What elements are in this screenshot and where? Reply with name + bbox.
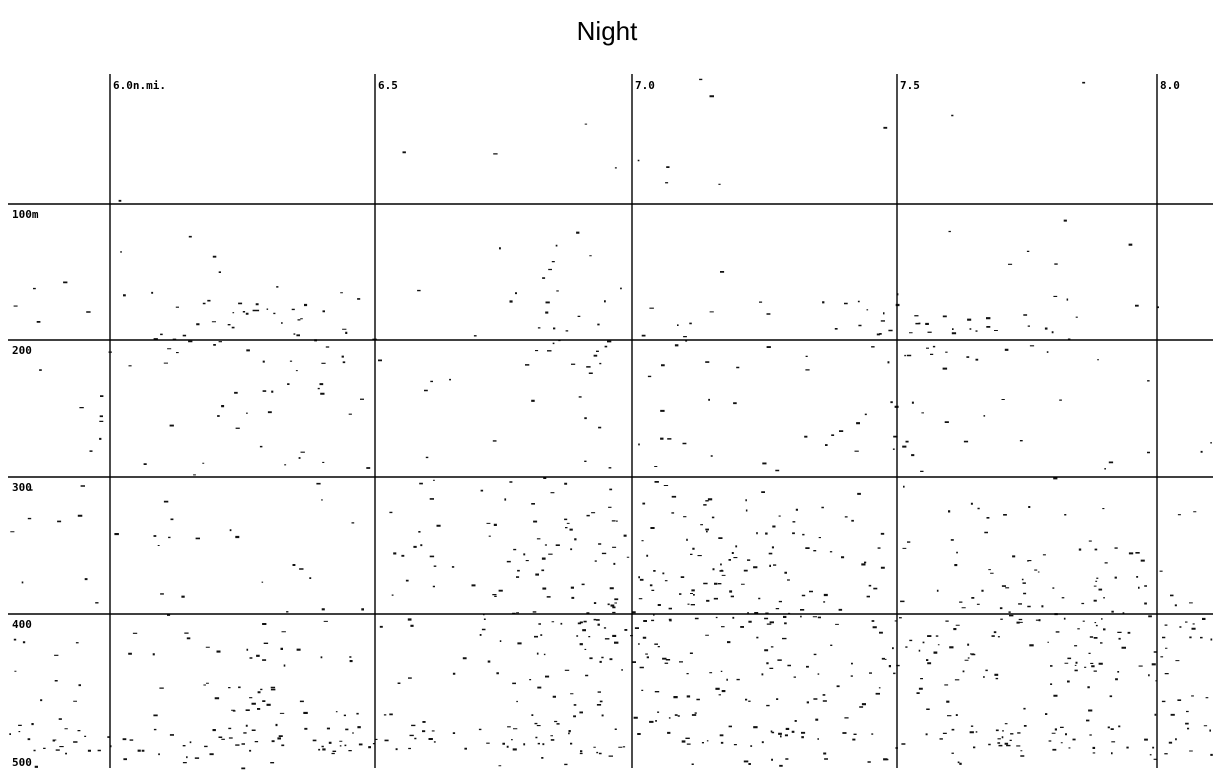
depth-label: 100m [12,208,39,221]
depth-label: 400 [12,618,32,631]
title: Night [577,16,638,46]
distance-label: 7.5 [900,79,920,92]
depth-label: 300 [12,481,32,494]
distance-label: 6.5 [378,79,398,92]
depth-label: 500 [12,756,32,769]
depth-label: 200 [12,344,32,357]
labels: 6.0n.mi. 6.5 7.0 7.5 8.0 100m 200 300 400 500 [12,79,1180,769]
grid [8,74,1213,768]
echo-dots [9,78,1213,770]
distance-label: 8.0 [1160,79,1180,92]
echo-speckle [9,78,1213,770]
distance-label: 7.0 [635,79,655,92]
distance-label: 6.0n.mi. [113,79,166,92]
